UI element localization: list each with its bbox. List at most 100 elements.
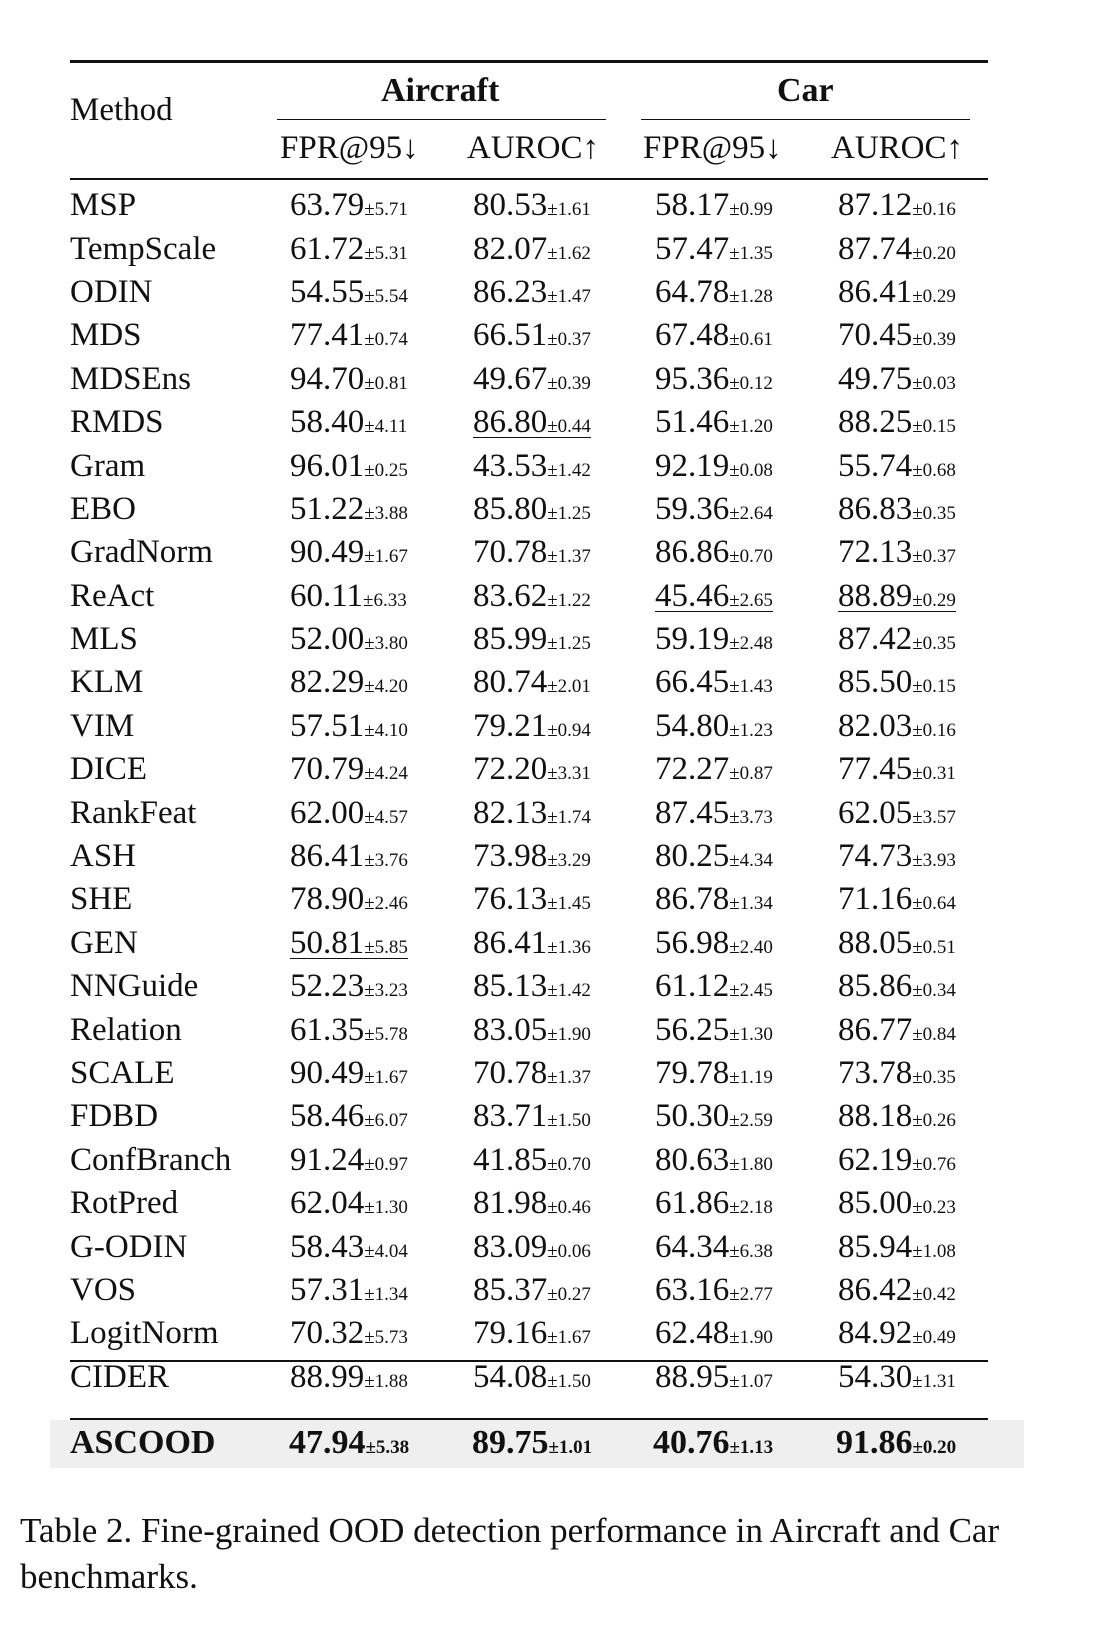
aircraft-group-header: Aircraft [381, 72, 500, 109]
table-row: ConfBranch 91.24±0.97 41.85±0.70 80.63±1.80… [70, 1139, 1024, 1182]
value-std: ±5.73 [364, 1327, 408, 1349]
value-std: ±3.57 [912, 806, 956, 828]
aircraft-group-rule [277, 119, 606, 121]
value-std: ±1.80 [729, 1153, 773, 1175]
value-number: 58.17 [655, 187, 730, 224]
value-number: 79.78 [655, 1055, 730, 1091]
value-cell: 45.46±2.65 [655, 575, 838, 618]
value: 64.34±6.38 [655, 1229, 773, 1265]
value-number: 80.53 [473, 187, 548, 224]
value-cell: 73.78±0.35 [838, 1052, 1024, 1095]
value-std: ±2.01 [547, 676, 591, 698]
value: 85.13±1.42 [473, 968, 591, 1004]
best-value-number: 47.94 [289, 1424, 366, 1461]
value-cell: 72.27±0.87 [655, 748, 838, 791]
method-name: SCALE [70, 1055, 175, 1091]
value: 87.42±0.35 [838, 621, 956, 657]
table-caption: Table 2. Fine-grained OOD detection perf… [20, 1511, 1000, 1596]
value-number: 86.41 [473, 924, 548, 961]
value-number: 71.16 [838, 881, 913, 918]
value-std: ±0.35 [912, 633, 956, 655]
value: 87.45±3.73 [655, 795, 773, 831]
value: 59.19±2.48 [655, 621, 773, 657]
value: 86.23±1.47 [473, 274, 591, 310]
value: 59.36±2.64 [655, 491, 773, 527]
top-rule [70, 60, 988, 63]
value: 72.13±0.37 [838, 534, 956, 570]
value-number: 91.24 [290, 1141, 365, 1178]
value: 70.32±5.73 [290, 1315, 408, 1351]
value: 88.05±0.51 [838, 925, 956, 961]
value: 83.09±0.06 [473, 1229, 591, 1265]
method-name: ODIN [70, 273, 153, 310]
value-number: 43.53 [473, 447, 548, 484]
value-number: 73.98 [473, 838, 548, 875]
value-number: 54.08 [473, 1358, 548, 1395]
method-column-header: Method [70, 92, 173, 128]
value-number: 85.86 [838, 968, 913, 1005]
value-std: ±0.81 [364, 372, 408, 394]
value-number: 61.86 [655, 1185, 730, 1222]
value: 84.92±0.49 [838, 1315, 956, 1351]
table-row: MSP 63.79±5.71 80.53±1.61 58.17±0.99 87.12±0… [70, 184, 1024, 227]
value-number: 86.78 [655, 881, 730, 918]
value-std: ±0.42 [912, 1283, 956, 1305]
value-number: 82.07 [473, 230, 548, 267]
value-number: 85.99 [473, 621, 548, 658]
value: 88.89±0.29 [838, 578, 956, 614]
value: 73.98±3.29 [473, 838, 591, 874]
value: 60.11±6.33 [290, 578, 407, 614]
value-std: ±5.54 [364, 285, 408, 307]
value-number: 59.36 [655, 490, 730, 527]
best-value-std: ±1.01 [548, 1437, 593, 1458]
value-number: 70.45 [838, 317, 913, 354]
best-value: 89.75±1.01 [472, 1424, 592, 1462]
value-std: ±2.48 [729, 633, 773, 655]
value-number: 56.98 [655, 924, 730, 961]
value-cell: 88.05±0.51 [838, 922, 1024, 965]
value: 49.67±0.39 [473, 361, 591, 397]
value-std: ±3.76 [364, 850, 408, 872]
value-number: 86.80 [473, 404, 548, 441]
value-std: ±0.99 [729, 199, 773, 221]
value-cell: 85.86±0.34 [838, 965, 1024, 1008]
method-name: KLM [70, 664, 144, 701]
value-std: ±1.43 [729, 676, 773, 698]
value: 88.99±1.88 [290, 1359, 408, 1395]
value-cell: 94.70±0.81 [290, 358, 473, 401]
table-row: TempScale 61.72±5.31 82.07±1.62 57.47±1.35 8… [70, 227, 1024, 270]
value-number: 76.13 [473, 881, 548, 918]
value-cell: 85.99±1.25 [473, 618, 655, 661]
value-number: 45.46 [655, 577, 730, 614]
value-number: 72.13 [838, 534, 913, 571]
value-number: 82.13 [473, 794, 548, 831]
value-cell: 90.49±1.67 [290, 1052, 473, 1095]
best-value-std: ±5.38 [365, 1437, 410, 1458]
value-cell: 57.51±4.10 [290, 705, 473, 748]
value: 66.45±1.43 [655, 664, 773, 700]
value-number: 54.80 [655, 707, 730, 744]
value: 62.00±4.57 [290, 795, 408, 831]
value-std: ±0.26 [912, 1110, 956, 1132]
value-number: 66.45 [655, 664, 730, 701]
method-name: RankFeat [70, 794, 197, 831]
value: 86.86±0.70 [655, 534, 773, 570]
value-std: ±1.22 [547, 589, 591, 611]
value-std: ±1.25 [547, 502, 591, 524]
value: 57.47±1.35 [655, 231, 773, 267]
value: 54.80±1.23 [655, 708, 773, 744]
value-std: ±0.16 [912, 719, 956, 741]
best-value: 47.94±5.38 [289, 1424, 409, 1462]
value: 55.74±0.68 [838, 448, 956, 484]
value-std: ±1.45 [547, 893, 591, 915]
best-value-number: 89.75 [472, 1424, 549, 1461]
value-cell: 60.11±6.33 [290, 575, 473, 618]
value-number: 82.03 [838, 707, 913, 744]
value-number: 87.12 [838, 187, 913, 224]
best-value: 91.86±0.20 [836, 1424, 956, 1462]
value-number: 90.49 [290, 1055, 365, 1091]
value-cell: 62.04±1.30 [290, 1182, 473, 1225]
method-name: CIDER [70, 1358, 169, 1395]
value-cell: 86.77±0.84 [838, 1008, 1024, 1051]
value-std: ±5.71 [364, 199, 408, 221]
